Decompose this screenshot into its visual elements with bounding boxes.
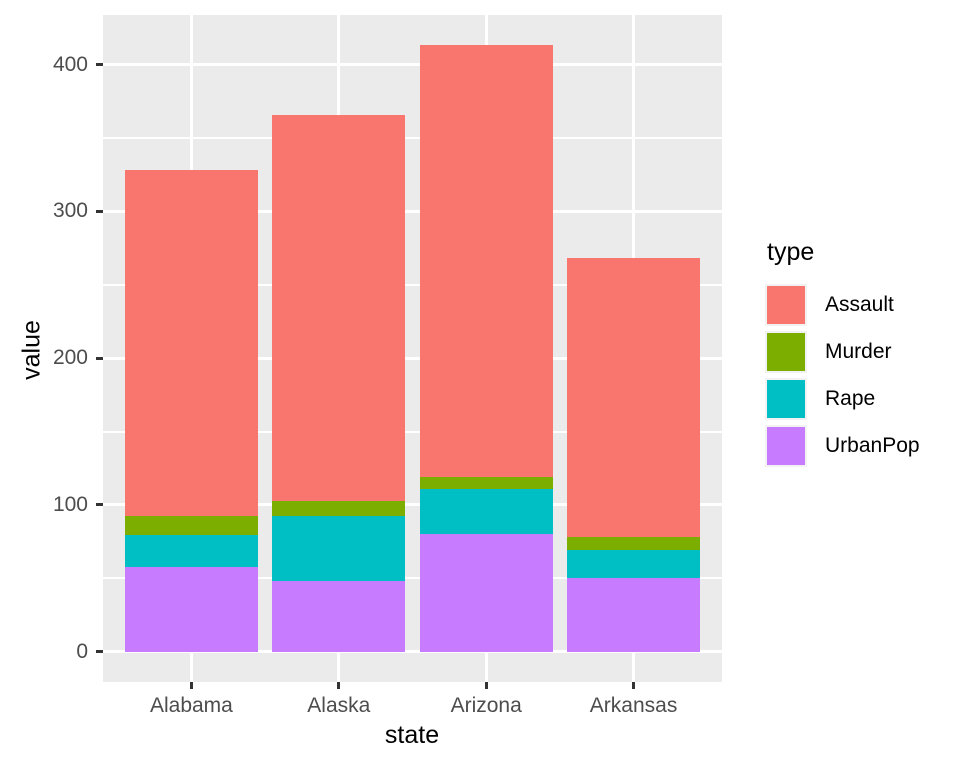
legend-title: type — [767, 238, 815, 266]
bar-segment-arkansas-rape — [567, 549, 700, 579]
legend: type Assault Murder Rape UrbanPop — [765, 238, 920, 472]
x-tick-mark — [189, 682, 193, 689]
bar-segment-alabama-urbanpop — [125, 566, 258, 652]
y-tick-label: 200 — [52, 346, 88, 370]
legend-item-murder: Murder — [765, 331, 892, 373]
y-tick-label: 300 — [52, 199, 88, 223]
y-tick-mark — [96, 209, 103, 213]
x-axis-title: state — [384, 721, 440, 749]
bar-segment-alaska-murder — [272, 501, 406, 516]
minor-gridline-h — [103, 577, 722, 580]
bar-segment-alabama-rape — [125, 535, 258, 567]
major-gridline-h — [103, 503, 722, 507]
legend-item-rape: Rape — [765, 378, 875, 420]
bar-segment-alabama-assault — [125, 169, 258, 517]
y-tick-label: 0 — [76, 639, 88, 663]
x-tick-mark — [337, 682, 341, 689]
major-gridline-h — [103, 356, 722, 360]
bar-segment-alabama-murder — [125, 516, 258, 536]
y-tick-mark — [96, 356, 103, 360]
plot-panel — [103, 15, 722, 682]
x-tick-label-alaska: Alaska — [307, 694, 371, 717]
legend-label: UrbanPop — [825, 434, 920, 457]
legend-key-swatch — [765, 378, 807, 420]
major-gridline-h — [103, 650, 722, 654]
x-tick-mark — [632, 682, 636, 689]
bar-segment-arizona-rape — [419, 488, 553, 535]
y-tick-label: 100 — [52, 492, 88, 516]
x-tick-label-alabama: Alabama — [149, 694, 233, 717]
minor-gridline-h — [103, 430, 722, 433]
legend-items: Assault Murder Rape UrbanPop — [765, 284, 920, 467]
bar-segment-arkansas-assault — [567, 257, 700, 537]
legend-key-swatch — [765, 331, 807, 373]
legend-item-urbanpop: UrbanPop — [765, 425, 920, 467]
major-gridline-h — [103, 63, 722, 67]
bar-segment-alaska-urbanpop — [272, 581, 406, 652]
legend-key-swatch — [765, 425, 807, 467]
major-gridline-h — [103, 209, 722, 213]
bar-segment-arkansas-murder — [567, 536, 700, 550]
legend-label: Rape — [825, 387, 876, 410]
x-tick-label-arizona: Arizona — [450, 694, 522, 717]
minor-gridline-h — [103, 283, 722, 286]
bar-segment-arizona-murder — [419, 476, 553, 489]
x-tick-mark — [484, 682, 488, 689]
minor-gridline-h — [103, 136, 722, 139]
bar-segment-alaska-assault — [272, 115, 406, 502]
y-tick-mark — [96, 650, 103, 654]
legend-label: Assault — [825, 293, 894, 316]
bar-segment-arizona-urbanpop — [419, 534, 553, 652]
bar-segment-arizona-assault — [419, 45, 553, 477]
legend-item-assault: Assault — [765, 284, 894, 326]
y-axis-title: value — [17, 320, 46, 380]
x-tick-label-arkansas: Arkansas — [589, 694, 678, 717]
legend-key-swatch — [765, 284, 807, 326]
y-tick-mark — [96, 63, 103, 67]
bar-segment-arkansas-urbanpop — [567, 578, 700, 652]
y-tick-label: 400 — [52, 52, 88, 76]
legend-label: Murder — [825, 340, 892, 363]
y-tick-mark — [96, 503, 103, 507]
bar-segment-alaska-rape — [272, 515, 406, 582]
